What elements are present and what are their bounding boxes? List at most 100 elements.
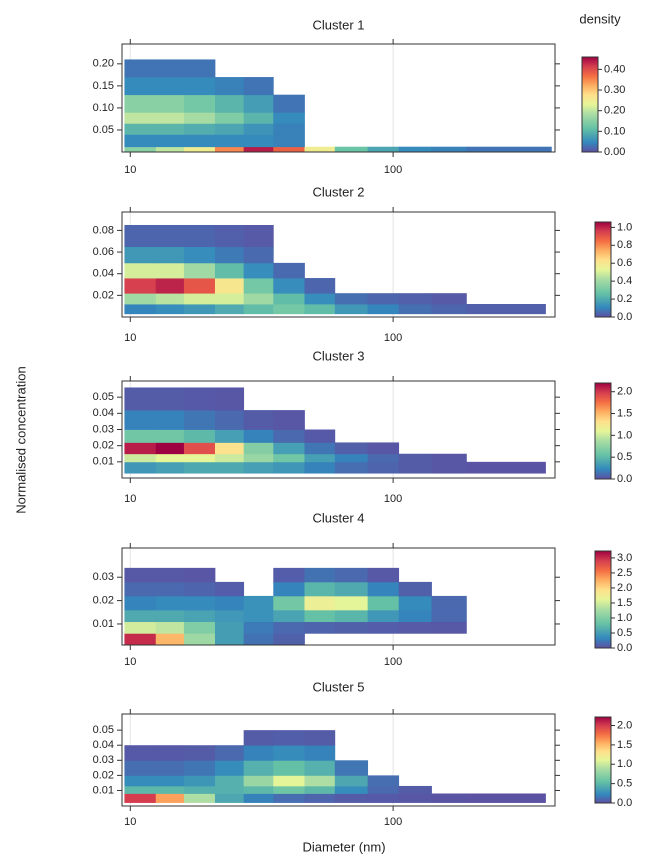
heat-cell <box>243 224 274 248</box>
colorbar <box>594 221 612 318</box>
heat-cell <box>124 633 157 646</box>
heat-cell <box>334 793 369 803</box>
heat-cell <box>124 453 157 463</box>
x-tick-label: 10 <box>124 164 136 176</box>
heat-cell <box>155 442 185 455</box>
heat-cell <box>183 621 216 634</box>
heat-cell <box>304 278 336 294</box>
heat-cell <box>214 760 245 776</box>
colorbar-tick-label: 0.00 <box>604 146 625 158</box>
heat-cell <box>155 760 185 776</box>
heat-cell <box>155 262 185 279</box>
y-tick-label: 0.05 <box>93 724 114 736</box>
colorbar <box>594 716 612 804</box>
heat-cell <box>367 442 400 455</box>
heat-cell <box>214 293 245 305</box>
heat-cell <box>155 567 185 583</box>
heat-cell <box>304 567 336 583</box>
y-tick-label: 0.02 <box>93 289 114 301</box>
heat-cell <box>273 429 305 443</box>
heat-cell <box>243 123 274 135</box>
heat-cell <box>367 567 400 583</box>
heat-cell <box>155 293 185 305</box>
colorbar-tick-label: 0.20 <box>604 105 625 117</box>
heat-cell <box>155 785 185 794</box>
x-tick-label: 100 <box>384 656 402 668</box>
heat-cell <box>155 609 185 623</box>
colorbar-tick-label: 2.0 <box>617 582 632 594</box>
heat-cell <box>273 94 305 113</box>
colorbar-tick-label: 1.5 <box>617 597 632 609</box>
heat-cell <box>183 581 216 597</box>
heat-cell <box>273 745 305 761</box>
heat-cell <box>273 278 305 294</box>
heat-cell <box>243 609 274 623</box>
heat-cell <box>273 595 305 611</box>
heat-cell <box>124 745 157 761</box>
heat-cell <box>183 609 216 623</box>
heat-cell <box>334 760 369 776</box>
heat-cell <box>273 442 305 455</box>
heat-cell <box>304 775 336 787</box>
heat-cell <box>183 567 216 583</box>
heat-cell <box>243 442 274 455</box>
heat-cell <box>183 77 216 96</box>
heat-cell <box>155 59 185 78</box>
heat-cell <box>466 304 546 315</box>
colorbar-tick-label: 0.0 <box>617 311 632 323</box>
heat-cell <box>273 785 305 794</box>
heat-cell <box>367 293 400 305</box>
heat-cell <box>273 304 305 315</box>
heat-cell <box>334 567 369 583</box>
heat-cell <box>214 304 245 315</box>
heat-cell <box>243 246 274 264</box>
heat-cell <box>243 429 274 443</box>
y-tick-label: 0.15 <box>93 80 114 92</box>
heat-cell <box>273 621 305 634</box>
x-tick-label: 10 <box>124 656 136 668</box>
heat-cell <box>367 461 400 474</box>
y-tick-label: 0.03 <box>93 754 114 766</box>
heat-cell <box>334 621 369 634</box>
heat-cell <box>243 293 274 305</box>
heat-cell <box>155 461 185 474</box>
heat-cell <box>124 785 157 794</box>
heat-cell <box>155 94 185 113</box>
heat-cell <box>124 621 157 634</box>
heat-cell <box>243 453 274 463</box>
heat-cell <box>124 387 157 411</box>
heat-cell <box>183 278 216 294</box>
heat-cell <box>398 609 432 623</box>
heat-cell <box>466 793 546 803</box>
heat-cell <box>214 112 245 124</box>
heat-cell <box>124 581 157 597</box>
heat-cell <box>214 745 245 761</box>
heat-cell <box>398 581 432 597</box>
heat-cell <box>183 304 216 315</box>
heat-cell <box>304 609 336 623</box>
heat-cell <box>155 224 185 248</box>
y-tick-label: 0.01 <box>93 456 114 468</box>
heat-cell <box>124 609 157 623</box>
heat-cell <box>155 621 185 634</box>
heat-cell <box>243 745 274 761</box>
heat-cell <box>214 429 245 443</box>
y-tick-label: 0.01 <box>93 784 114 796</box>
heat-cell <box>183 461 216 474</box>
heat-cell <box>431 595 467 611</box>
heat-cell <box>334 775 369 787</box>
heat-cell <box>155 304 185 315</box>
heat-cell <box>431 146 467 153</box>
heat-cell <box>214 453 245 463</box>
heat-cell <box>183 595 216 611</box>
heat-cell <box>155 112 185 124</box>
heat-cell <box>214 146 245 153</box>
heat-cell <box>124 793 157 803</box>
heat-cell <box>183 775 216 787</box>
heat-cell <box>334 581 369 597</box>
heat-cell <box>124 262 157 279</box>
colorbar-tick-label: 1.0 <box>617 758 632 770</box>
heat-cell <box>243 410 274 430</box>
heat-cell <box>124 293 157 305</box>
colorbar <box>581 56 599 153</box>
